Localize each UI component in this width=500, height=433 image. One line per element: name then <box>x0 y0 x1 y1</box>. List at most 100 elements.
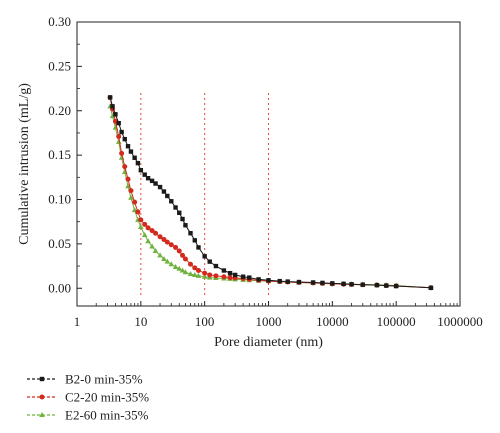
data-point <box>157 252 163 258</box>
data-point <box>128 149 134 154</box>
data-point <box>384 283 389 288</box>
data-point <box>201 273 208 279</box>
data-point <box>116 133 122 139</box>
data-point <box>207 272 213 278</box>
series-square <box>107 95 434 291</box>
data-point <box>182 269 189 275</box>
data-point <box>296 279 302 285</box>
data-point <box>116 120 121 126</box>
series-triangle <box>107 103 434 290</box>
data-point <box>310 280 316 285</box>
data-point <box>349 282 354 287</box>
data-point <box>207 259 212 264</box>
data-point <box>157 234 163 240</box>
data-point <box>232 272 238 278</box>
data-point <box>125 144 131 149</box>
data-point <box>177 210 182 216</box>
y-tick-label: 0.15 <box>48 147 71 162</box>
data-point <box>182 256 188 262</box>
data-point <box>125 183 131 189</box>
x-tick-label: 100000 <box>377 314 416 329</box>
x-tick-label: 1000000 <box>437 314 483 329</box>
data-point <box>202 254 207 259</box>
data-point <box>128 188 134 194</box>
data-point <box>183 223 188 228</box>
data-point <box>196 245 201 250</box>
data-point <box>142 172 147 177</box>
data-point <box>195 272 202 278</box>
data-point <box>320 280 325 286</box>
data-point <box>169 199 174 204</box>
data-point <box>247 275 252 280</box>
data-point <box>128 194 134 200</box>
data-point <box>188 261 194 267</box>
legend-swatch-marker <box>39 412 45 417</box>
data-point <box>110 104 115 109</box>
reference-lines <box>140 93 269 298</box>
legend-swatch-marker <box>39 376 45 382</box>
series-line <box>109 97 431 289</box>
data-point <box>188 231 193 236</box>
data-point <box>161 189 167 194</box>
data-point <box>227 275 233 281</box>
data-point <box>213 273 219 279</box>
data-point <box>145 238 151 244</box>
data-point <box>138 224 144 230</box>
data-point <box>172 263 179 269</box>
x-tick-label: 1 <box>74 314 81 329</box>
data-point <box>168 261 175 267</box>
y-tick-label: 0.00 <box>48 280 71 295</box>
data-point <box>142 221 148 227</box>
data-point <box>164 258 171 264</box>
data-point <box>149 178 155 184</box>
series-line <box>109 106 431 289</box>
data-point <box>138 217 144 223</box>
data-point <box>180 252 186 258</box>
data-point <box>152 247 159 253</box>
y-tick-label: 0.05 <box>48 236 71 251</box>
data-point <box>191 271 198 277</box>
data-point <box>180 216 185 222</box>
data-point <box>161 236 167 242</box>
data-point <box>173 205 178 210</box>
data-point <box>161 255 167 261</box>
data-point <box>221 268 227 273</box>
data-point <box>107 95 113 100</box>
data-point <box>132 155 137 160</box>
data-point <box>145 225 151 231</box>
data-point <box>122 164 128 170</box>
x-tick-label: 10000 <box>316 314 349 329</box>
x-tick-label: 100 <box>195 314 215 329</box>
data-point <box>374 282 380 288</box>
series-layer <box>107 94 434 291</box>
data-point <box>135 160 141 166</box>
data-point <box>149 243 155 249</box>
y-axis-title: Cumulative intrusion (mL/g) <box>17 83 32 245</box>
data-point <box>119 129 124 135</box>
data-point <box>195 268 201 273</box>
x-tick-label: 10 <box>134 314 147 329</box>
data-point <box>192 265 198 271</box>
data-point <box>256 277 261 282</box>
data-point <box>341 281 346 287</box>
data-point <box>149 228 155 234</box>
data-point <box>153 230 159 236</box>
data-point <box>179 267 186 273</box>
data-point <box>266 278 271 283</box>
x-tick-label: 1000 <box>256 314 282 329</box>
data-point <box>168 242 174 248</box>
data-point <box>173 244 179 250</box>
data-point <box>141 232 148 237</box>
legend-swatch-marker <box>39 394 45 400</box>
data-point <box>187 271 194 277</box>
series-line <box>109 97 431 289</box>
data-point <box>138 168 144 173</box>
data-point <box>176 248 182 254</box>
y-tick-label: 0.10 <box>48 192 71 207</box>
axes: 1 10 100 1000 10000 100000 1000000 0.00 0.05 0.10… <box>48 14 483 329</box>
data-point <box>157 184 163 190</box>
data-point <box>240 274 246 279</box>
data-point <box>192 238 197 243</box>
y-tick-label: 0.20 <box>48 103 71 118</box>
